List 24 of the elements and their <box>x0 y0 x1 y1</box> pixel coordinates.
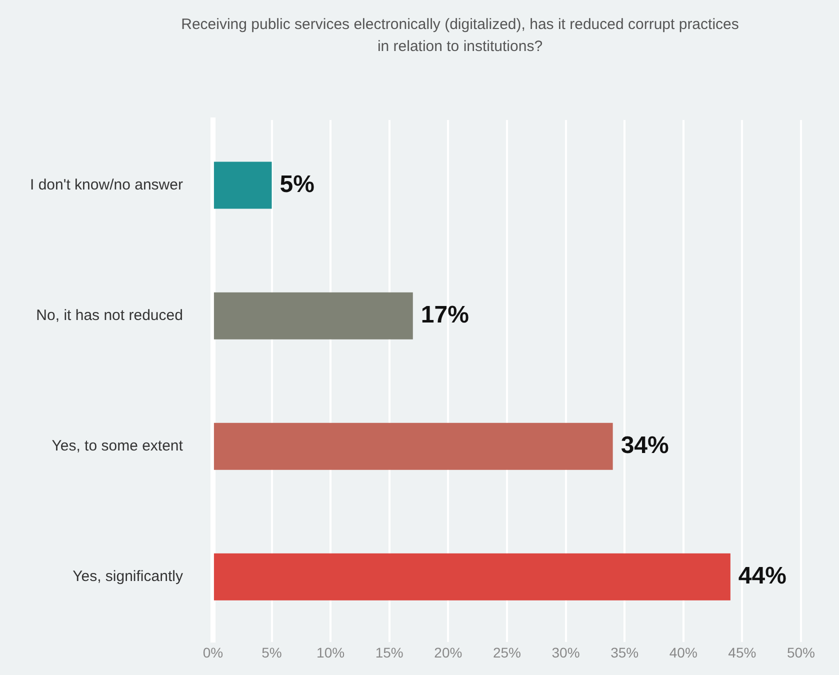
x-tick-label: 0% <box>202 644 224 660</box>
x-tick-label: 35% <box>610 644 639 660</box>
x-tick-label: 30% <box>552 644 580 660</box>
bar <box>214 422 613 470</box>
bar <box>214 292 413 340</box>
x-tick-label: 45% <box>728 644 756 660</box>
x-tick-label: 40% <box>669 644 698 660</box>
y-tick-label: No, it has not reduced <box>36 306 183 324</box>
data-label: 44% <box>738 562 786 590</box>
x-tick-label: 25% <box>492 644 521 660</box>
bar <box>214 553 730 600</box>
x-tick-label: 20% <box>434 644 462 660</box>
x-tick-label: 15% <box>375 644 404 660</box>
x-tick-label: 5% <box>262 644 282 660</box>
x-tick-label: 10% <box>316 644 345 660</box>
y-tick-label: Yes, to some extent <box>52 438 184 455</box>
chart-title: Receiving public services electronically (digitalized), has it reduced corrupt practices in relation to institutions? <box>180 15 740 57</box>
data-label: 17% <box>420 301 469 328</box>
data-label: 34% <box>620 432 669 459</box>
bar <box>214 162 272 209</box>
x-tick-label: 50% <box>786 644 816 660</box>
y-tick-label: Yes, significantly <box>72 568 184 586</box>
data-label: 5% <box>280 170 314 198</box>
y-tick-label: I don't know/no answer <box>30 176 183 194</box>
